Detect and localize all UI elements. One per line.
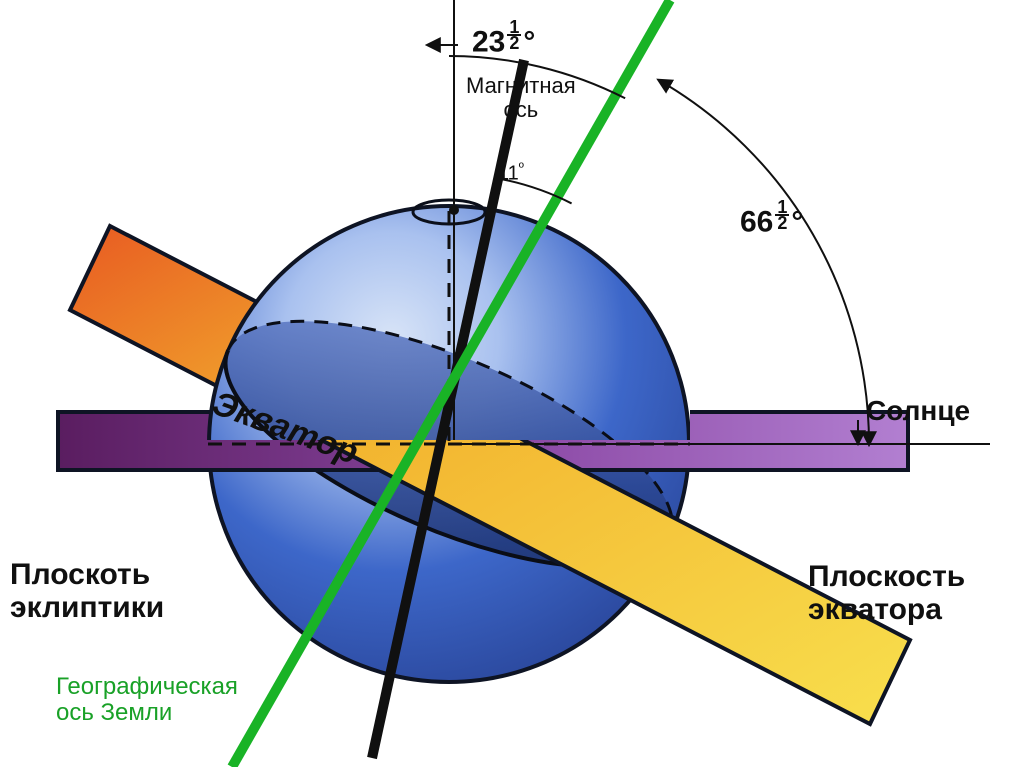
label-11-deg: 11º	[498, 160, 524, 185]
diagram-stage: 2312° Магнитная ось 11º 6612° Солнце Экв…	[0, 0, 1024, 767]
north-pole-dot	[449, 205, 459, 215]
label-geographic-axis: Географическая ось Земли	[56, 674, 238, 727]
label-23-half: 2312°	[472, 20, 535, 58]
label-sun: Солнце	[866, 396, 970, 427]
label-ecliptic-plane: Плоскоть эклиптики	[10, 558, 164, 624]
label-equator-plane: Плоскость экватора	[808, 560, 965, 626]
label-magnetic-axis: Магнитная ось	[466, 74, 576, 122]
label-66-half: 6612°	[740, 200, 803, 238]
arc-66-half	[659, 80, 869, 444]
